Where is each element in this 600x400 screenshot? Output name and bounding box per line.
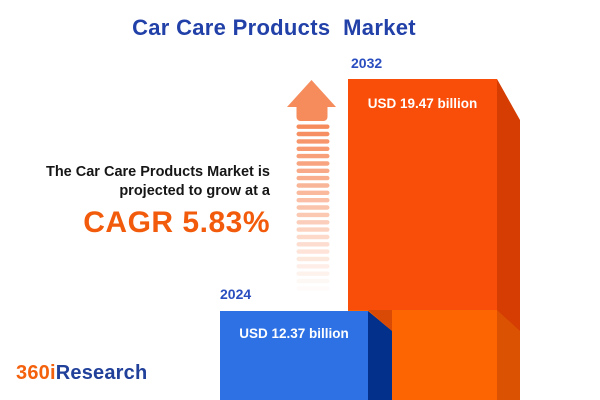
growth-arrow-stripe bbox=[296, 227, 330, 232]
growth-arrow-stripe bbox=[296, 242, 330, 247]
growth-arrow-stripes bbox=[296, 124, 330, 290]
growth-arrow-stripe bbox=[296, 271, 330, 276]
bar-value-2032: USD 19.47 billion bbox=[367, 96, 478, 111]
logo-part-360i: 360i bbox=[16, 362, 56, 384]
annotation-line-1: The Car Care Products Market is bbox=[45, 164, 270, 180]
growth-arrow-stripe bbox=[296, 205, 330, 210]
growth-arrow-stripe bbox=[296, 249, 330, 254]
bar-2032-base-side-face bbox=[497, 310, 520, 400]
growth-arrow-stripe bbox=[296, 183, 330, 188]
growth-arrow-stripe bbox=[296, 168, 330, 173]
growth-arrow-stripe bbox=[296, 234, 330, 240]
growth-arrow-stripe bbox=[296, 264, 330, 269]
growth-arrow-stripe bbox=[296, 139, 330, 144]
annotation-line-2: projected to grow at a bbox=[119, 183, 270, 200]
bar-2024 bbox=[220, 311, 392, 400]
growth-arrow-stripe bbox=[296, 161, 330, 166]
cagr-value: CAGR 5.83% bbox=[83, 206, 270, 240]
logo-part-research: Research bbox=[55, 362, 148, 384]
growth-arrow-stripe bbox=[296, 198, 330, 203]
bar-2032-shadow-triangle bbox=[368, 310, 392, 331]
logo-360iresearch: 360iResearch bbox=[16, 362, 147, 385]
growth-arrow-stripe bbox=[296, 153, 330, 159]
growth-arrow-stripe bbox=[297, 286, 330, 290]
bar-2024-side-face bbox=[368, 311, 392, 400]
bar-2024-front-face bbox=[220, 311, 368, 400]
growth-arrow-stripe bbox=[296, 220, 330, 225]
year-label-2024: 2024 bbox=[220, 286, 252, 302]
growth-arrow-stripe bbox=[296, 175, 330, 181]
growth-arrow-icon bbox=[287, 80, 336, 290]
bar-value-2024: USD 12.37 billion bbox=[239, 326, 349, 341]
growth-arrow-head bbox=[287, 80, 336, 107]
growth-arrow-stripe bbox=[296, 131, 330, 137]
growth-arrow-stripe bbox=[296, 212, 330, 218]
growth-arrow-stripe bbox=[296, 146, 330, 151]
year-label-2032: 2032 bbox=[351, 55, 383, 71]
growth-arrow-stripe bbox=[296, 124, 330, 129]
growth-arrow-stripe bbox=[296, 256, 330, 262]
growth-arrow-stripe bbox=[296, 278, 330, 284]
growth-arrow-stripe bbox=[296, 190, 330, 195]
page-title: Car Care Products Market bbox=[132, 15, 416, 40]
annotation-block: The Car Care Products Market is projecte… bbox=[0, 163, 270, 240]
